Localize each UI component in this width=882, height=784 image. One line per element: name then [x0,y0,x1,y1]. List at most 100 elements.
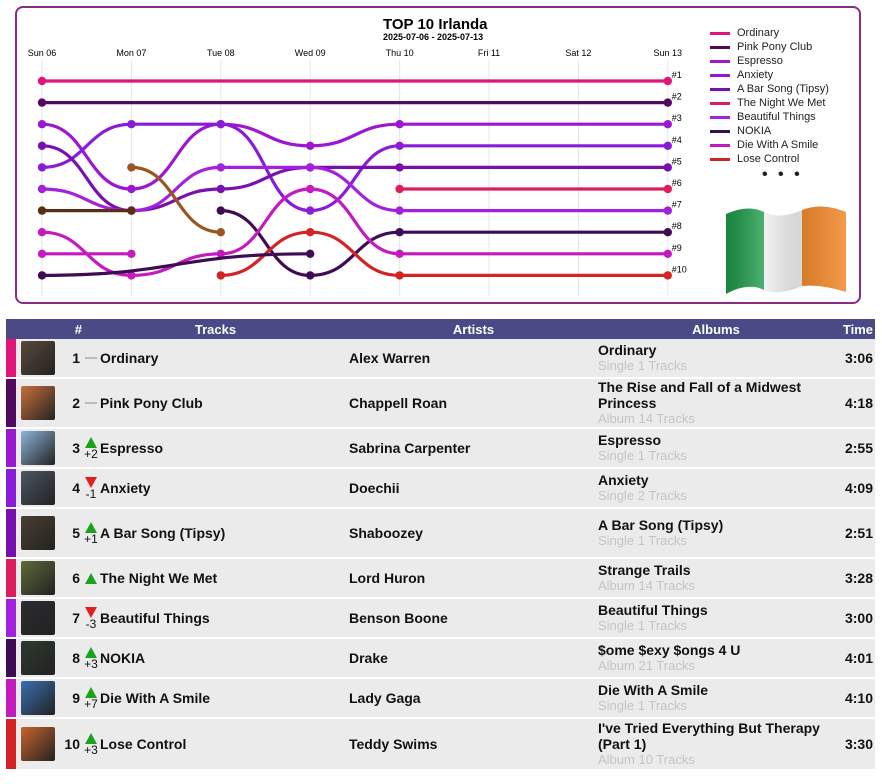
header-artists[interactable]: Artists [349,319,598,339]
series-point[interactable] [216,206,225,215]
series-point[interactable] [395,163,404,172]
album-cover-image[interactable] [21,727,55,761]
series-point[interactable] [37,120,47,129]
artist-name[interactable]: Alex Warren [349,339,598,379]
legend-item[interactable]: Beautiful Things [710,110,829,124]
series-point[interactable] [37,163,47,172]
series-point[interactable] [216,271,225,280]
series-point[interactable] [306,141,315,150]
header-time[interactable]: Time [834,319,875,339]
track-name[interactable]: Espresso [100,428,349,469]
table-row[interactable]: 7 -3 Beautiful Things Benson Boone Beautiful… [6,598,875,639]
legend-item[interactable]: Anxiety [710,68,829,82]
series-point[interactable] [216,120,225,129]
series-point[interactable] [37,76,47,86]
series-point[interactable] [306,163,315,172]
legend-item[interactable]: Ordinary [710,26,829,40]
album-cell[interactable]: I've Tried Everything But Therapy (Part … [598,718,834,771]
album-cell[interactable]: Strange Trails Album 14 Tracks [598,558,834,599]
series-point[interactable] [663,120,672,129]
series-line[interactable] [40,122,670,191]
series-point[interactable] [663,228,672,237]
table-row[interactable]: 2 Pink Pony Club Chappell Roan The Rise and… [6,378,875,429]
table-row[interactable]: 4 -1 Anxiety Doechii Anxiety Single 2 Tracks 4… [6,468,875,509]
series-point[interactable] [216,228,225,237]
series-point[interactable] [663,249,672,258]
series-point[interactable] [306,271,315,280]
artist-name[interactable]: Chappell Roan [349,378,598,429]
legend-item[interactable]: The Night We Met [710,96,829,110]
series-line[interactable] [40,252,312,277]
header-tracks[interactable]: Tracks [82,319,349,339]
series-point[interactable] [306,184,315,194]
track-name[interactable]: Pink Pony Club [100,378,349,429]
legend-item[interactable]: Espresso [710,54,829,68]
series-point[interactable] [663,141,672,150]
legend-item[interactable]: A Bar Song (Tipsy) [710,82,829,96]
series-point[interactable] [663,76,672,86]
album-cell[interactable]: Anxiety Single 2 Tracks [598,468,834,509]
table-row[interactable]: 1 Ordinary Alex Warren Ordinary Single 1 Tra… [6,339,875,379]
series-point[interactable] [127,163,136,172]
album-cover-image[interactable] [21,471,55,505]
series-point[interactable] [216,184,225,194]
series-point[interactable] [395,120,404,129]
album-cell[interactable]: Espresso Single 1 Tracks [598,428,834,469]
legend-item[interactable]: NOKIA [710,124,829,138]
track-name[interactable]: Beautiful Things [100,598,349,639]
track-name[interactable]: A Bar Song (Tipsy) [100,508,349,559]
series-line[interactable] [129,165,223,234]
album-title[interactable]: Strange Trails [598,562,691,578]
header-albums[interactable]: Albums [598,319,834,339]
track-name[interactable]: The Night We Met [100,558,349,599]
artist-name[interactable]: Shaboozey [349,508,598,559]
album-title[interactable]: Die With A Smile [598,682,709,698]
album-cover-image[interactable] [21,561,55,595]
album-cover-image[interactable] [21,516,55,550]
table-row[interactable]: 10 +3 Lose Control Teddy Swims I've Tried Ev… [6,718,875,771]
series-point[interactable] [127,120,136,129]
album-cell[interactable]: $ome $exy $ongs 4 U Album 21 Tracks [598,638,834,679]
series-point[interactable] [663,184,672,194]
legend-item[interactable]: Lose Control [710,152,829,166]
series-point[interactable] [37,249,47,258]
series-point[interactable] [37,184,47,194]
series-point[interactable] [663,206,672,215]
artist-name[interactable]: Lord Huron [349,558,598,599]
album-title[interactable]: Ordinary [598,342,657,358]
series-point[interactable] [395,184,404,194]
album-cell[interactable]: Ordinary Single 1 Tracks [598,339,834,379]
artist-name[interactable]: Doechii [349,468,598,509]
track-name[interactable]: Die With A Smile [100,678,349,719]
series-point[interactable] [127,184,136,194]
album-cover-image[interactable] [21,641,55,675]
series-point[interactable] [395,141,404,150]
album-title[interactable]: The Rise and Fall of a Midwest Princess [598,379,802,411]
legend-item[interactable]: Pink Pony Club [710,40,829,54]
album-title[interactable]: A Bar Song (Tipsy) [598,517,724,533]
series-line[interactable] [40,144,670,213]
album-title[interactable]: Beautiful Things [598,602,708,618]
artist-name[interactable]: Drake [349,638,598,679]
table-row[interactable]: 9 +7 Die With A Smile Lady Gaga Die With A S… [6,678,875,719]
track-name[interactable]: Lose Control [100,718,349,771]
series-point[interactable] [395,249,404,258]
album-title[interactable]: Anxiety [598,472,649,488]
series-point[interactable] [127,271,136,280]
series-point[interactable] [216,249,225,258]
header-rank[interactable]: # [6,319,82,339]
album-cell[interactable]: Die With A Smile Single 1 Tracks [598,678,834,719]
album-cell[interactable]: A Bar Song (Tipsy) Single 1 Tracks [598,508,834,559]
legend-more-indicator[interactable]: • • • [762,166,803,183]
series-point[interactable] [37,206,47,215]
series-point[interactable] [127,249,136,258]
artist-name[interactable]: Benson Boone [349,598,598,639]
album-title[interactable]: $ome $exy $ongs 4 U [598,642,741,658]
album-title[interactable]: I've Tried Everything But Therapy (Part … [598,720,820,752]
series-point[interactable] [663,163,672,172]
legend-item[interactable]: Die With A Smile [710,138,829,152]
series-point[interactable] [37,271,47,280]
album-cover-image[interactable] [21,681,55,715]
track-name[interactable]: NOKIA [100,638,349,679]
series-point[interactable] [395,271,404,280]
